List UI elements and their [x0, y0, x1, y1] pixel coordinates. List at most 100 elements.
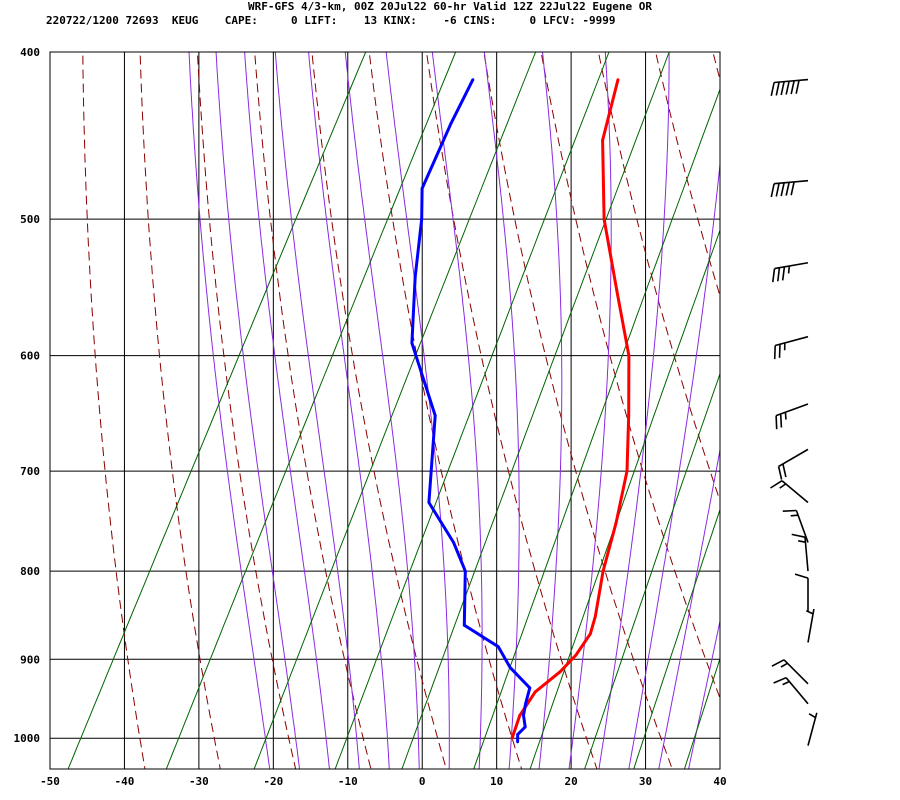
wind-barb-flag: [772, 268, 776, 283]
y-tick-label: 700: [20, 465, 40, 478]
temperature-point: [510, 736, 514, 740]
station-indices-line: 220722/1200 72693 KEUG CAPE: 0 LIFT: 13 …: [46, 14, 616, 27]
wind-barb-staff: [783, 659, 809, 685]
plot-frame: [49, 51, 721, 770]
temperature-point: [601, 569, 605, 573]
moist-adiabat: [188, 52, 271, 769]
wind-barb-flag: [770, 183, 775, 198]
wind-barb-flag: [775, 183, 780, 197]
wind-barb-half-flag: [787, 265, 791, 274]
wind-barb-staff: [774, 335, 809, 347]
moist-adiabat: [688, 618, 720, 769]
temperature-point: [533, 690, 537, 694]
wind-barb-flag: [782, 509, 797, 512]
dry-adiabat: [655, 52, 720, 298]
dry-adiabat: [873, 14, 900, 782]
temperature-point: [601, 138, 604, 142]
dry-adiabat: [597, 52, 720, 503]
wind-barb-staff: [785, 677, 809, 705]
x-tick-label: 0: [419, 775, 426, 788]
moist-adiabat: [215, 52, 301, 769]
wind-barb: [794, 573, 809, 613]
wind-barb-flag: [775, 81, 780, 96]
wind-barb-staff: [807, 608, 815, 643]
dewpoint-point: [524, 702, 527, 706]
dewpoint-point: [433, 414, 437, 417]
dewpoint-point: [413, 275, 417, 279]
temperature-point: [614, 521, 618, 525]
wind-barb-flag: [782, 463, 787, 478]
wind-barb: [773, 335, 809, 360]
temperature-point: [558, 670, 562, 674]
wind-barb: [791, 533, 809, 572]
x-tick-label: -10: [338, 775, 358, 788]
wind-barb-half-flag: [805, 609, 814, 615]
wind-barb-staff: [774, 179, 809, 185]
temperature-point: [615, 289, 619, 292]
wind-barb-half-flag: [798, 540, 806, 543]
y-tick-label: 900: [20, 653, 40, 666]
dewpoint-point: [516, 733, 520, 736]
dry-adiabat: [483, 52, 673, 769]
mixing-ratio-line: [633, 508, 720, 769]
wind-barb-flag: [779, 413, 783, 428]
dry-adiabat: [311, 52, 447, 769]
dry-adiabat: [139, 52, 221, 769]
wind-barb: [770, 78, 809, 96]
moist-adiabat: [274, 52, 360, 769]
wind-barb-half-flag: [779, 483, 787, 489]
mixing-ratio-line: [334, 52, 610, 769]
dewpoint-point: [516, 740, 519, 744]
mixing-ratio-line: [473, 87, 720, 769]
dewpoint-point: [523, 725, 527, 729]
wind-barb-flag: [775, 415, 778, 430]
x-tick-label: 10: [490, 775, 503, 788]
dry-adiabat: [816, 14, 900, 782]
dry-adiabat: [82, 52, 146, 769]
x-tick-label: 40: [713, 775, 726, 788]
wind-barb: [807, 712, 818, 746]
wind-barb-flag: [785, 81, 790, 95]
wind-barb-staff: [804, 537, 809, 572]
temperature-point: [518, 714, 522, 717]
moist-adiabat: [431, 52, 483, 769]
dewpoint-point: [508, 666, 512, 669]
y-tick-label: 800: [20, 565, 40, 578]
dry-adiabat: [368, 52, 523, 769]
wind-barb: [771, 659, 809, 685]
wind-barb-flag: [770, 480, 783, 489]
wind-barb-flag: [773, 676, 787, 684]
wind-barb-half-flag: [784, 412, 787, 420]
dewpoint-point: [496, 645, 500, 649]
moist-adiabat: [244, 52, 330, 769]
wind-barb-half-flag: [782, 680, 790, 686]
wind-barb: [770, 179, 809, 198]
dewpoint-point: [528, 686, 532, 690]
wind-barb-staff: [795, 510, 809, 543]
temperature-point: [602, 217, 606, 221]
mixing-ratio-line: [253, 52, 537, 769]
dry-adiabat: [712, 52, 720, 82]
wind-barb-flag: [790, 181, 795, 196]
wind-barb-half-flag: [780, 662, 788, 668]
dewpoint-point: [410, 341, 414, 345]
temperature-point: [574, 653, 578, 657]
moist-adiabat: [308, 52, 390, 769]
wind-barb-flag: [780, 81, 785, 96]
x-tick-label: -20: [263, 775, 283, 788]
wind-barb-flag: [780, 182, 785, 197]
x-tick-label: -50: [40, 775, 60, 788]
wind-barb: [772, 261, 809, 283]
wind-barb-half-flag: [808, 713, 816, 719]
dry-adiabat: [540, 52, 720, 700]
wind-barb-flag: [795, 80, 800, 94]
dewpoint-point: [462, 623, 466, 627]
wind-barb-staff: [778, 448, 809, 468]
mixing-ratio-line: [401, 52, 670, 769]
wind-barb-flag: [770, 82, 775, 96]
wind-barb-flag: [790, 80, 795, 95]
wind-barb-half-flag: [790, 514, 799, 517]
wind-barb: [805, 608, 815, 643]
temperature-point: [616, 78, 620, 81]
